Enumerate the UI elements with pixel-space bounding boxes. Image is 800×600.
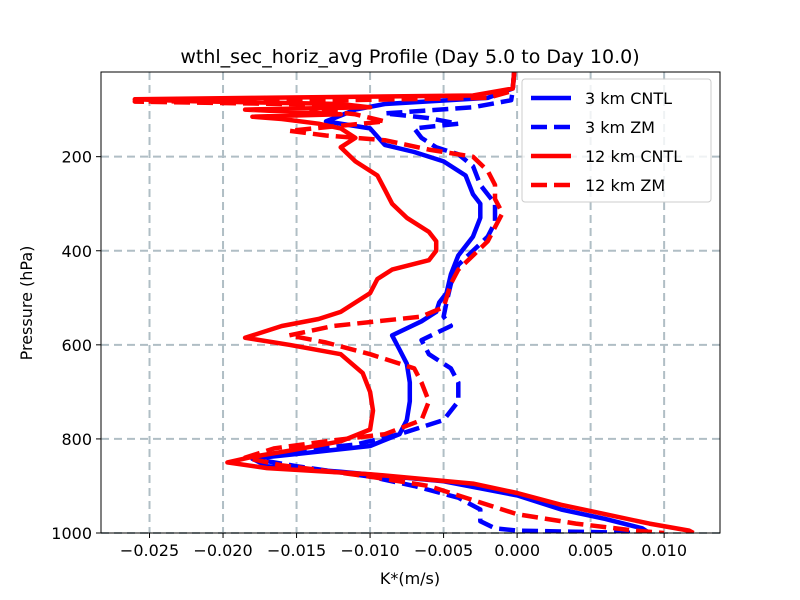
x-tick-label: −0.010 — [340, 541, 399, 560]
chart-title: wthl_sec_horiz_avg Profile (Day 5.0 to D… — [180, 46, 639, 68]
series-group — [132, 72, 695, 533]
legend-label-12km-zm: 12 km ZM — [585, 176, 665, 195]
y-tick-label: 1000 — [51, 524, 92, 543]
legend-label-3km-zm: 3 km ZM — [585, 118, 655, 137]
legend: 3 km CNTL 3 km ZM 12 km CNTL 12 km ZM — [521, 78, 712, 203]
legend-label-3km-cntl: 3 km CNTL — [585, 89, 672, 108]
y-tick-label: 400 — [61, 242, 92, 261]
x-tick-label: 0.010 — [641, 541, 687, 560]
y-tick-label: 800 — [61, 430, 92, 449]
series-line-12-km-zm — [132, 72, 665, 533]
x-tick-label: −0.025 — [120, 541, 179, 560]
x-tick-label: −0.005 — [414, 541, 473, 560]
axis-ticks: −0.025 −0.020 −0.015 −0.010 −0.005 0.000 0.005… — [51, 148, 687, 560]
series-line-3-km-zm — [250, 72, 643, 533]
plot-frame — [100, 71, 721, 534]
x-tick-label: −0.015 — [267, 541, 326, 560]
y-tick-label: 600 — [61, 336, 92, 355]
series-line-12-km-cntl — [132, 72, 695, 533]
legend-box — [521, 78, 712, 203]
x-tick-label: −0.020 — [193, 541, 252, 560]
x-tick-label: 0.000 — [494, 541, 540, 560]
x-tick-label: 0.005 — [568, 541, 614, 560]
y-tick-label: 200 — [61, 148, 92, 167]
legend-label-12km-cntl: 12 km CNTL — [585, 147, 682, 166]
y-axis-label: Pressure (hPa) — [17, 246, 36, 361]
x-axis-label: K*(m/s) — [380, 569, 440, 588]
